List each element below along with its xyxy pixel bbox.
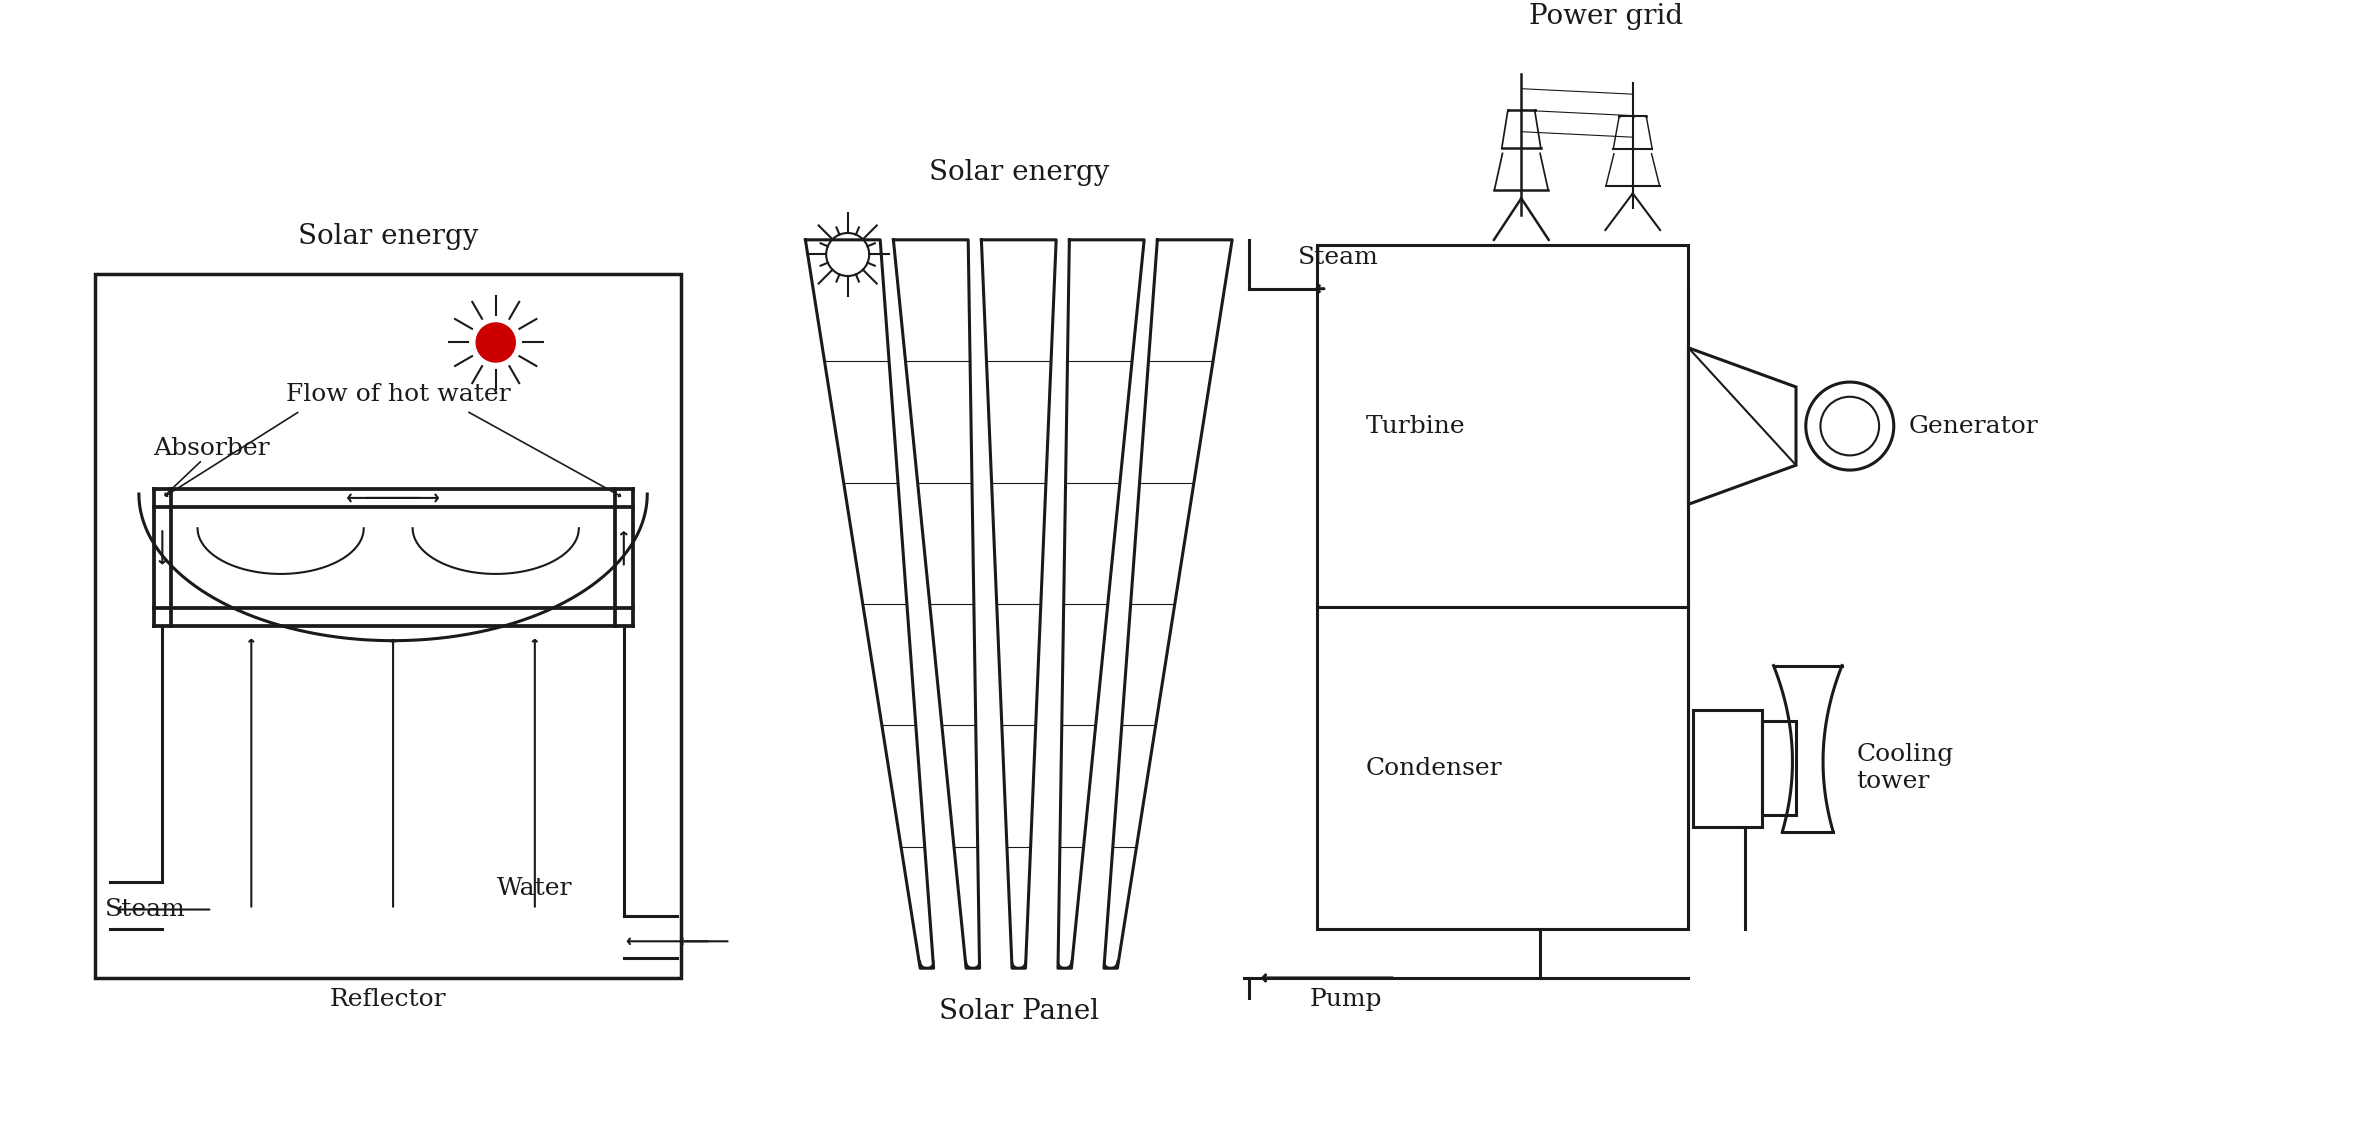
Text: Water: Water	[497, 877, 573, 900]
Text: Steam: Steam	[104, 899, 185, 921]
Text: Solar energy: Solar energy	[298, 223, 478, 250]
Text: Steam: Steam	[1298, 247, 1378, 269]
Text: Condenser: Condenser	[1366, 757, 1501, 779]
Bar	[1762, 722, 1795, 815]
Text: Flow of hot water: Flow of hot water	[287, 383, 509, 406]
Text: Absorber: Absorber	[154, 437, 270, 459]
Circle shape	[476, 323, 516, 363]
Bar	[1693, 709, 1762, 826]
Text: Cooling
tower: Cooling tower	[1857, 743, 1954, 793]
Text: Reflector: Reflector	[329, 988, 448, 1011]
Text: Turbine: Turbine	[1366, 414, 1466, 438]
Text: Solar energy: Solar energy	[928, 159, 1108, 186]
Text: Pump: Pump	[1310, 988, 1383, 1011]
Text: Power grid: Power grid	[1530, 2, 1684, 29]
Text: Solar Panel: Solar Panel	[938, 998, 1099, 1025]
Bar	[1317, 244, 1688, 929]
Text: Generator: Generator	[1909, 414, 2039, 438]
Bar	[95, 274, 682, 978]
